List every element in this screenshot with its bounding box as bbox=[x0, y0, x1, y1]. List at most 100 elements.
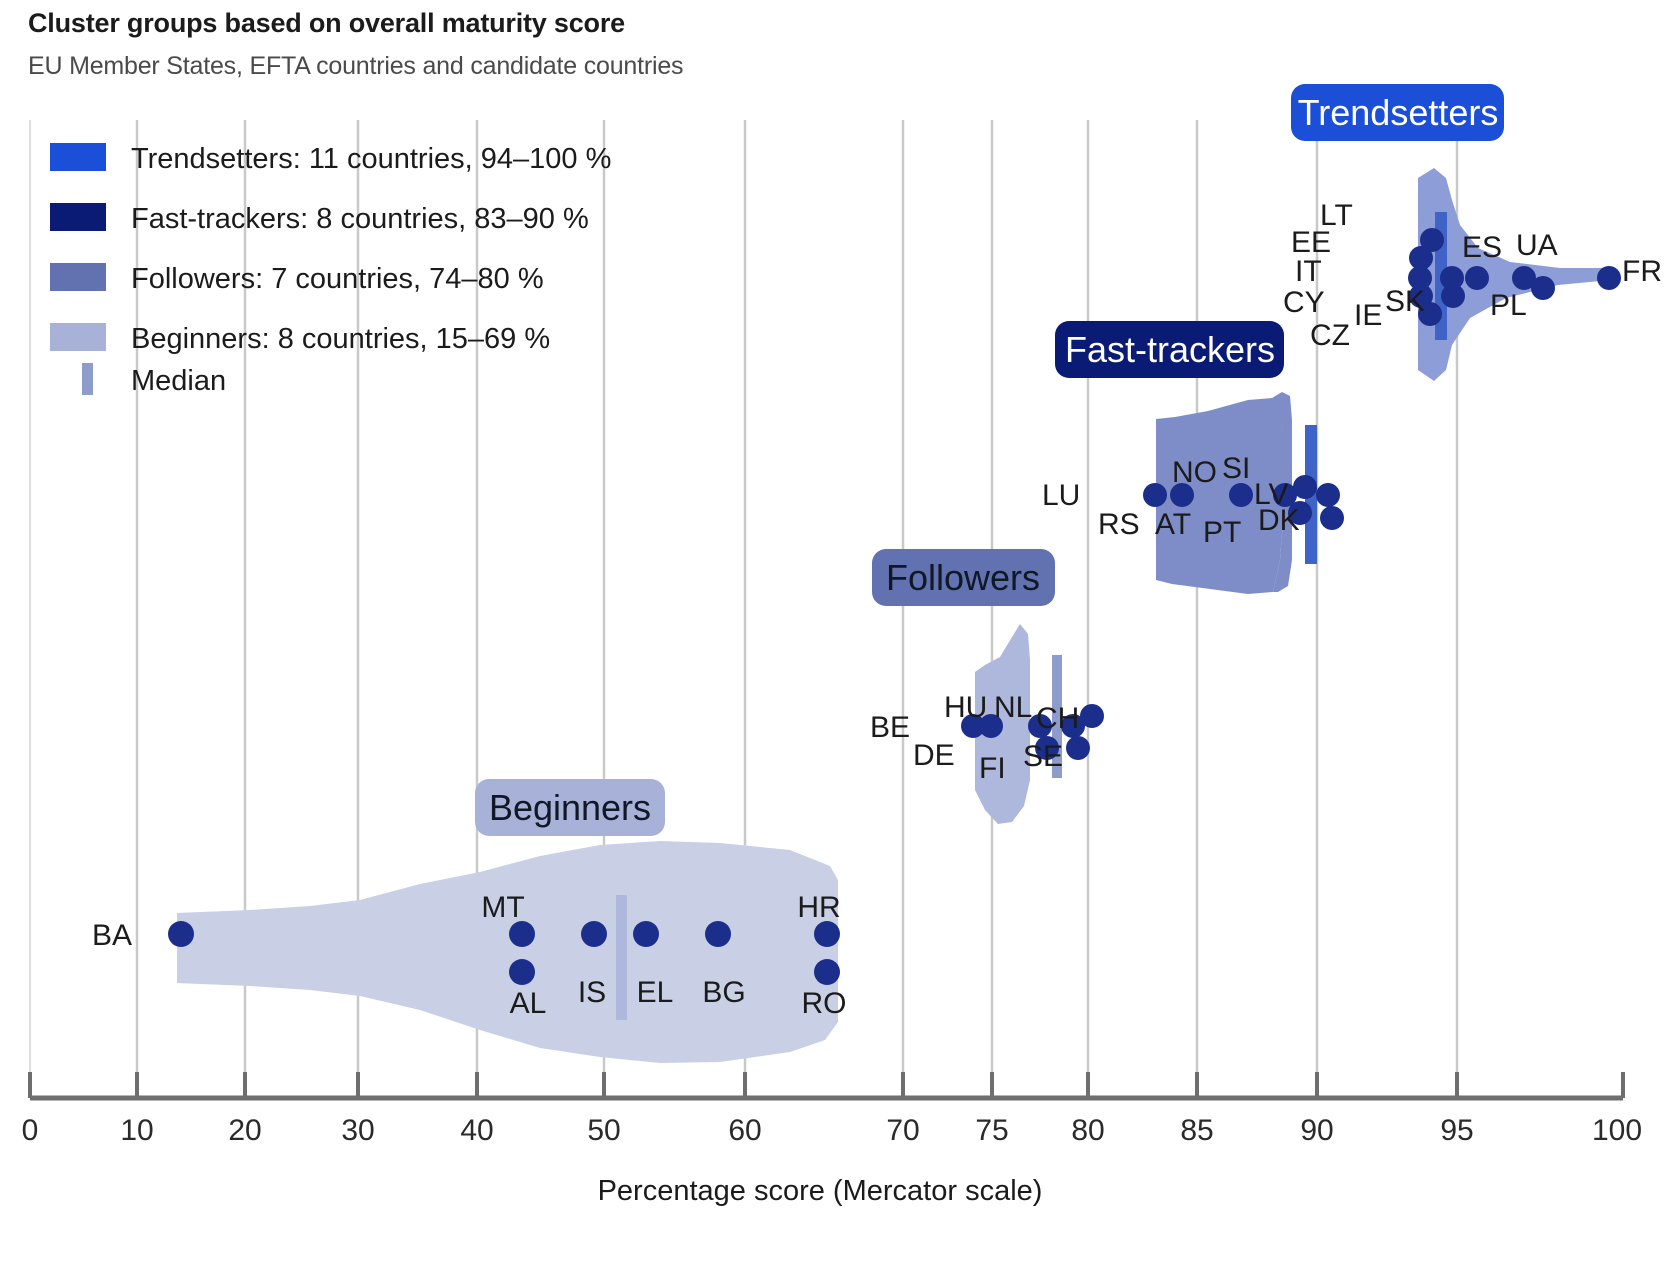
x-tick-60: 60 bbox=[728, 1114, 761, 1147]
point-IS bbox=[581, 921, 607, 947]
median-line-followers bbox=[1052, 655, 1062, 778]
point-HR bbox=[814, 921, 840, 947]
point-DK bbox=[1320, 506, 1344, 530]
legend-label-median: Median bbox=[131, 365, 226, 397]
legend-label-followers: Followers: 7 countries, 74–80 % bbox=[131, 263, 544, 295]
label-NO: NO bbox=[1172, 456, 1217, 489]
legend-swatch-followers bbox=[50, 263, 106, 291]
cluster-beginners: BA MT AL IS EL BG HR RO Beginners bbox=[92, 779, 847, 1063]
cluster-followers: BE DE HU FI NL SE CH Followers bbox=[870, 549, 1104, 824]
page-subtitle: EU Member States, EFTA countries and can… bbox=[28, 52, 684, 80]
label-LV: LV bbox=[1254, 478, 1288, 511]
legend-swatch-trendsetters bbox=[50, 143, 106, 171]
label-BG: BG bbox=[702, 976, 745, 1009]
point-AL bbox=[509, 959, 535, 985]
label-LU: LU bbox=[1042, 479, 1080, 512]
legend-swatch-beginners bbox=[50, 323, 106, 351]
label-RO: RO bbox=[802, 987, 847, 1020]
label-AL: AL bbox=[510, 987, 547, 1020]
point-IT bbox=[1408, 266, 1432, 290]
badge-beginners-label: Beginners bbox=[489, 787, 651, 828]
point-CY bbox=[1409, 284, 1433, 308]
point-LT bbox=[1420, 228, 1444, 252]
x-tick-90: 90 bbox=[1300, 1114, 1333, 1147]
point-FI bbox=[1035, 736, 1059, 760]
label-AT: AT bbox=[1155, 508, 1191, 541]
label-HU: HU bbox=[944, 691, 987, 724]
violin-fast-trackers-right bbox=[1272, 392, 1292, 592]
x-tick-20: 20 bbox=[228, 1114, 261, 1147]
legend-swatch-fast-trackers bbox=[50, 203, 106, 231]
label-FI: FI bbox=[979, 752, 1006, 785]
x-tick-40: 40 bbox=[460, 1114, 493, 1147]
label-SK: SK bbox=[1385, 285, 1425, 318]
label-MT: MT bbox=[481, 891, 524, 924]
point-EE bbox=[1409, 246, 1433, 270]
point-LV bbox=[1316, 483, 1340, 507]
point-LU bbox=[1143, 483, 1167, 507]
label-PT: PT bbox=[1203, 516, 1241, 549]
point-FR bbox=[1597, 266, 1621, 290]
badge-fast-trackers-label: Fast-trackers bbox=[1065, 329, 1275, 370]
badge-fast-trackers: Fast-trackers bbox=[1055, 321, 1284, 378]
label-IE: IE bbox=[1354, 299, 1382, 332]
gridlines bbox=[29, 120, 1459, 1098]
x-tick-80: 80 bbox=[1071, 1114, 1104, 1147]
label-SE: SE bbox=[1023, 740, 1063, 773]
badge-followers: Followers bbox=[872, 549, 1055, 606]
point-NO bbox=[1273, 483, 1297, 507]
point-CZ bbox=[1418, 302, 1442, 326]
badge-trendsetters-label: Trendsetters bbox=[1298, 92, 1499, 133]
label-UA: UA bbox=[1516, 229, 1558, 262]
x-tick-30: 30 bbox=[341, 1114, 374, 1147]
point-UA bbox=[1512, 266, 1536, 290]
label-HR: HR bbox=[797, 891, 840, 924]
point-IE bbox=[1441, 284, 1465, 308]
violin-beginners bbox=[177, 841, 838, 1063]
point-ES bbox=[1440, 266, 1464, 290]
legend-label-fast-trackers: Fast-trackers: 8 countries, 83–90 % bbox=[131, 203, 589, 235]
x-tick-50: 50 bbox=[587, 1114, 620, 1147]
point-BG bbox=[705, 921, 731, 947]
median-line-beginners bbox=[616, 895, 627, 1020]
label-IS: IS bbox=[578, 976, 606, 1009]
x-tick-10: 10 bbox=[120, 1114, 153, 1147]
point-PT bbox=[1288, 501, 1312, 525]
label-SI: SI bbox=[1222, 452, 1250, 485]
label-DK: DK bbox=[1258, 504, 1300, 537]
label-CZ: CZ bbox=[1310, 319, 1350, 352]
point-EL bbox=[633, 921, 659, 947]
legend-label-trendsetters: Trendsetters: 11 countries, 94–100 % bbox=[131, 143, 611, 175]
label-DE: DE bbox=[913, 739, 955, 772]
x-tick-0: 0 bbox=[22, 1114, 39, 1147]
label-NL: NL bbox=[994, 691, 1032, 724]
label-BA: BA bbox=[92, 919, 132, 952]
legend: Trendsetters: 11 countries, 94–100 % Fas… bbox=[50, 143, 611, 397]
point-SE bbox=[1066, 736, 1090, 760]
label-CY: CY bbox=[1283, 286, 1325, 319]
x-axis-title: Percentage score (Mercator scale) bbox=[598, 1175, 1043, 1207]
label-LT: LT bbox=[1320, 199, 1353, 232]
badge-trendsetters: Trendsetters bbox=[1291, 84, 1504, 141]
point-NL bbox=[1061, 714, 1085, 738]
point-SK bbox=[1465, 266, 1489, 290]
point-SI bbox=[1293, 475, 1317, 499]
x-tick-95: 95 bbox=[1440, 1114, 1473, 1147]
point-BE bbox=[961, 714, 985, 738]
badge-beginners: Beginners bbox=[475, 779, 665, 836]
label-EL: EL bbox=[637, 976, 674, 1009]
page-title: Cluster groups based on overall maturity… bbox=[28, 8, 625, 38]
x-tick-75: 75 bbox=[975, 1114, 1008, 1147]
point-RS bbox=[1170, 483, 1194, 507]
x-tick-100: 100 bbox=[1592, 1114, 1642, 1147]
label-IT: IT bbox=[1295, 255, 1322, 288]
legend-swatch-median bbox=[82, 363, 93, 395]
label-ES: ES bbox=[1462, 231, 1502, 264]
x-tick-85: 85 bbox=[1180, 1114, 1213, 1147]
point-AT bbox=[1229, 483, 1253, 507]
point-CH bbox=[1080, 704, 1104, 728]
badge-followers-label: Followers bbox=[886, 557, 1040, 598]
point-RO bbox=[814, 959, 840, 985]
